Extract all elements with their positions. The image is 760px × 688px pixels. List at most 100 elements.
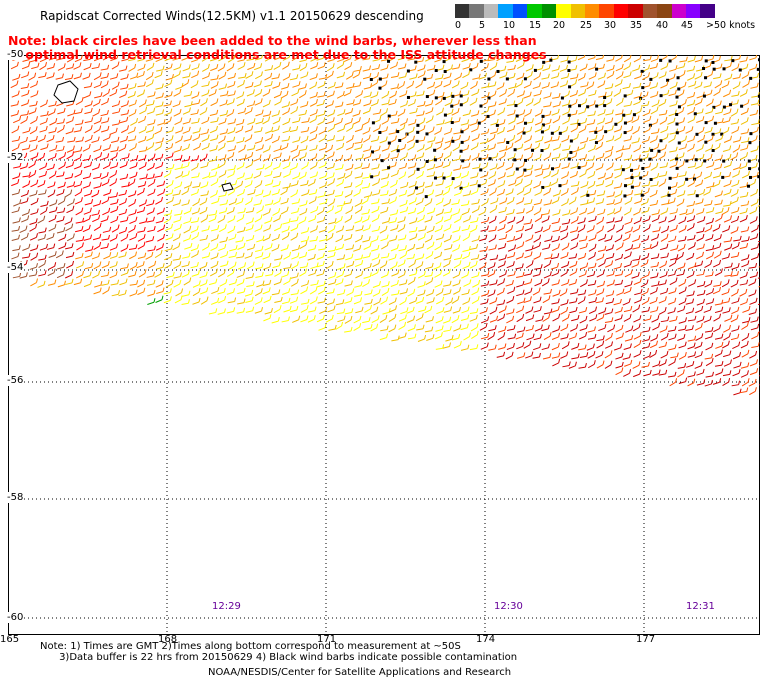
wind-barb xyxy=(137,230,145,233)
wind-barb-tick xyxy=(558,125,560,131)
wind-barb-tick xyxy=(126,73,129,78)
wind-barb xyxy=(624,284,632,288)
wind-barb-tick xyxy=(449,289,452,294)
wind-barb-tick xyxy=(54,127,57,132)
wind-barb-tick xyxy=(431,73,434,79)
wind-barb xyxy=(570,77,578,80)
wind-barb-tick xyxy=(566,225,569,230)
wind-barb-tick xyxy=(334,246,337,251)
flag-marker xyxy=(380,159,384,163)
flag-marker xyxy=(677,141,681,145)
wind-barb xyxy=(199,265,207,270)
wind-barb xyxy=(102,165,110,170)
wind-barb-tick xyxy=(674,297,677,303)
wind-barb xyxy=(559,292,567,297)
wind-barb xyxy=(111,293,119,297)
wind-barb-tick xyxy=(603,280,606,285)
wind-barb-tick xyxy=(568,99,571,105)
wind-barb xyxy=(678,147,686,151)
flag-marker xyxy=(623,194,627,198)
wind-barb xyxy=(505,166,513,171)
wind-barb xyxy=(667,121,675,125)
wind-barb-tick xyxy=(575,56,578,61)
wind-barb xyxy=(686,226,694,232)
wind-barb xyxy=(380,184,388,189)
wind-barb-tick xyxy=(692,298,695,303)
wind-barb xyxy=(516,121,524,125)
wind-barb xyxy=(604,154,612,160)
wind-barb xyxy=(415,264,423,270)
wind-barb xyxy=(82,176,90,180)
wind-barb xyxy=(471,299,479,304)
wind-barb-tick xyxy=(343,308,346,313)
wind-barb-tick xyxy=(171,233,174,238)
wind-barb xyxy=(704,130,712,134)
wind-barb-tick xyxy=(523,109,526,114)
wind-barb xyxy=(650,237,658,241)
wind-barb-tick xyxy=(134,55,137,60)
wind-barb-tick xyxy=(332,172,335,177)
wind-barb xyxy=(568,200,576,205)
wind-barb-tick xyxy=(585,306,588,312)
wind-barb-tick xyxy=(538,142,541,147)
wind-barb-tick xyxy=(187,79,190,84)
wind-barb-tick xyxy=(115,170,118,175)
wind-barb-tick xyxy=(639,277,642,283)
wind-barb-tick xyxy=(199,142,202,148)
wind-barb xyxy=(109,92,117,97)
wind-barb xyxy=(552,156,560,160)
wind-barb xyxy=(264,220,272,224)
wind-barb xyxy=(272,211,279,216)
wind-barb-tick xyxy=(232,206,235,212)
wind-barb xyxy=(217,146,225,151)
wind-barb-tick xyxy=(16,61,19,66)
wind-barb xyxy=(480,148,488,152)
wind-barb xyxy=(39,210,47,215)
wind-barb xyxy=(218,173,226,178)
wind-barb-tick xyxy=(80,72,82,77)
wind-barb-tick xyxy=(484,115,487,120)
wind-barb xyxy=(146,166,154,171)
wind-barb xyxy=(109,255,117,259)
wind-barb-tick xyxy=(719,128,722,133)
wind-barb xyxy=(354,285,362,288)
wind-barb xyxy=(525,248,533,252)
wind-barb xyxy=(686,256,694,261)
flag-marker xyxy=(667,193,671,197)
wind-barb xyxy=(310,265,318,270)
wind-barb-tick xyxy=(556,178,559,183)
wind-barb-tick xyxy=(451,64,454,69)
wind-barb xyxy=(75,211,83,216)
wind-barb-tick xyxy=(18,73,21,79)
wind-barb xyxy=(318,77,326,80)
wind-barb-tick xyxy=(152,133,155,138)
wind-barb-tick xyxy=(160,171,163,177)
wind-barb-tick xyxy=(133,178,136,183)
wind-barb xyxy=(380,177,388,180)
wind-barb-tick xyxy=(208,72,211,77)
wind-barb xyxy=(613,266,621,270)
wind-barb xyxy=(713,91,720,97)
wind-barb-tick xyxy=(378,145,381,150)
wind-barb-tick xyxy=(657,261,660,267)
wind-barb xyxy=(676,273,684,277)
wind-barb xyxy=(533,300,541,304)
wind-barb xyxy=(560,255,568,259)
wind-barb xyxy=(596,156,604,160)
wind-barb-tick xyxy=(513,251,516,257)
wind-barb-tick xyxy=(700,98,703,103)
colorbar-segment xyxy=(570,4,585,18)
wind-barb-tick xyxy=(286,244,289,249)
wind-barb xyxy=(362,239,370,243)
wind-barb xyxy=(443,218,451,222)
wind-barb-tick xyxy=(233,164,236,170)
wind-barb-tick xyxy=(513,270,516,275)
wind-barb-tick xyxy=(602,225,604,230)
wind-barb-tick xyxy=(674,215,677,220)
wind-barb-tick xyxy=(332,189,335,194)
flag-marker xyxy=(640,69,644,73)
wind-barb xyxy=(435,201,443,206)
wind-barb xyxy=(93,291,101,295)
wind-barb xyxy=(363,246,371,250)
wind-barb-tick xyxy=(512,57,515,62)
